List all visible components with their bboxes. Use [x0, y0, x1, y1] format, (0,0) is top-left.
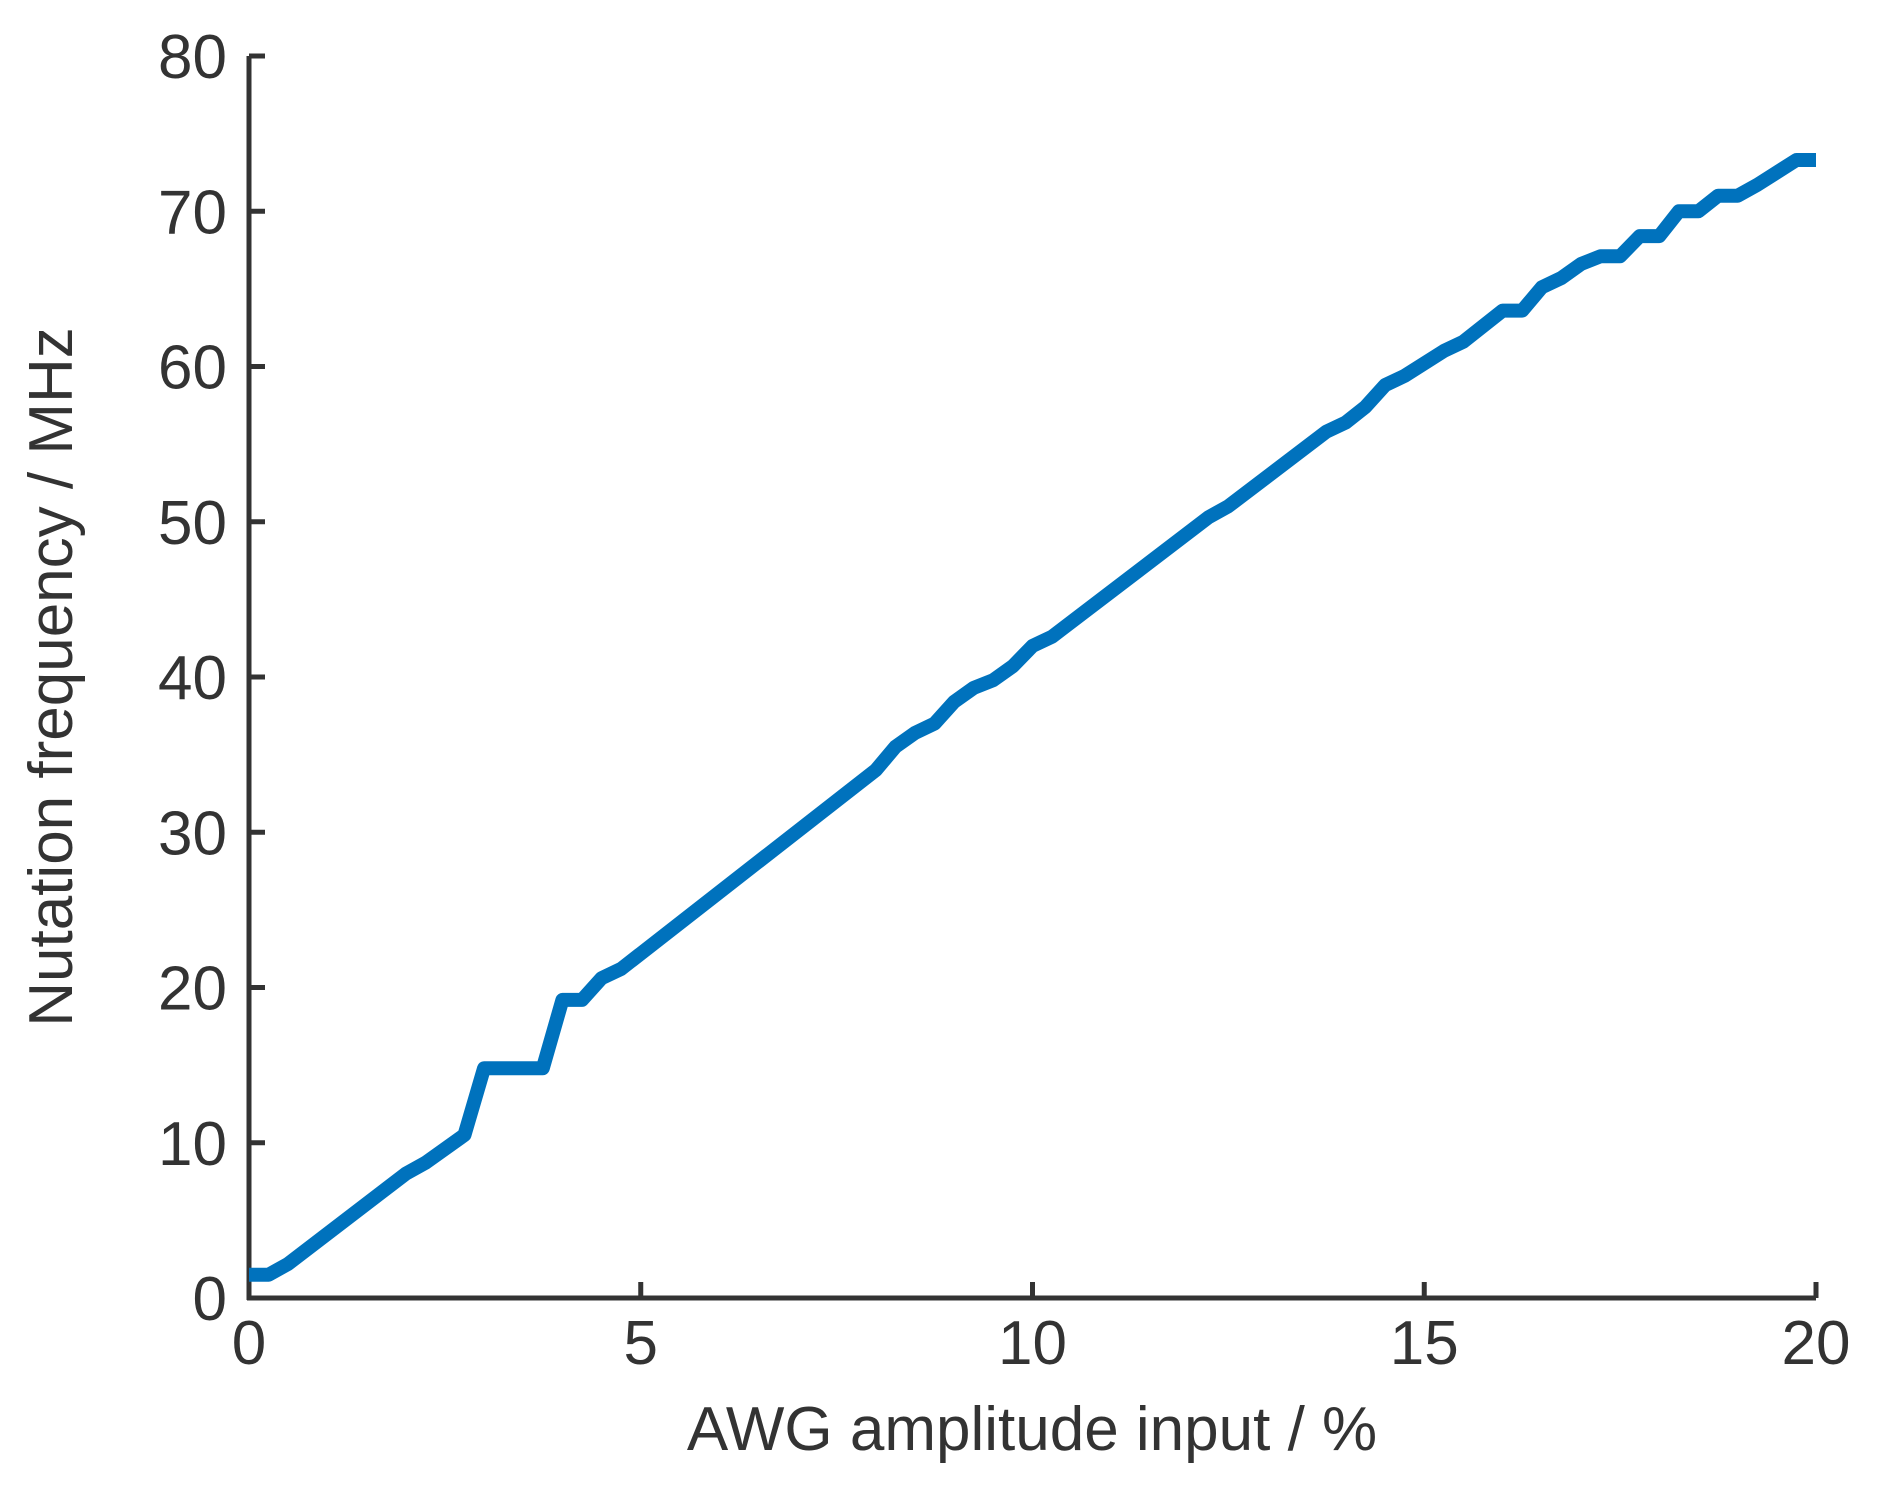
y-tick-label: 20	[158, 955, 227, 1024]
y-tick-label: 80	[158, 23, 227, 92]
y-tick-label: 50	[158, 489, 227, 558]
y-tick-label: 0	[193, 1265, 227, 1334]
y-axis-label: Nutation frequency / MHz	[17, 327, 86, 1027]
x-tick-label: 20	[1782, 1309, 1851, 1378]
y-tick-label: 10	[158, 1110, 227, 1179]
x-tick-label: 5	[624, 1309, 658, 1378]
x-axis-label: AWG amplitude input / %	[687, 1395, 1377, 1464]
y-tick-label: 40	[158, 644, 227, 713]
data-line	[249, 153, 1816, 1282]
y-tick-label: 70	[158, 178, 227, 247]
x-tick-label: 0	[232, 1309, 266, 1378]
x-tick-label: 10	[998, 1309, 1067, 1378]
y-tick-label: 30	[158, 799, 227, 868]
y-tick-label: 60	[158, 334, 227, 403]
x-tick-label: 15	[1390, 1309, 1459, 1378]
